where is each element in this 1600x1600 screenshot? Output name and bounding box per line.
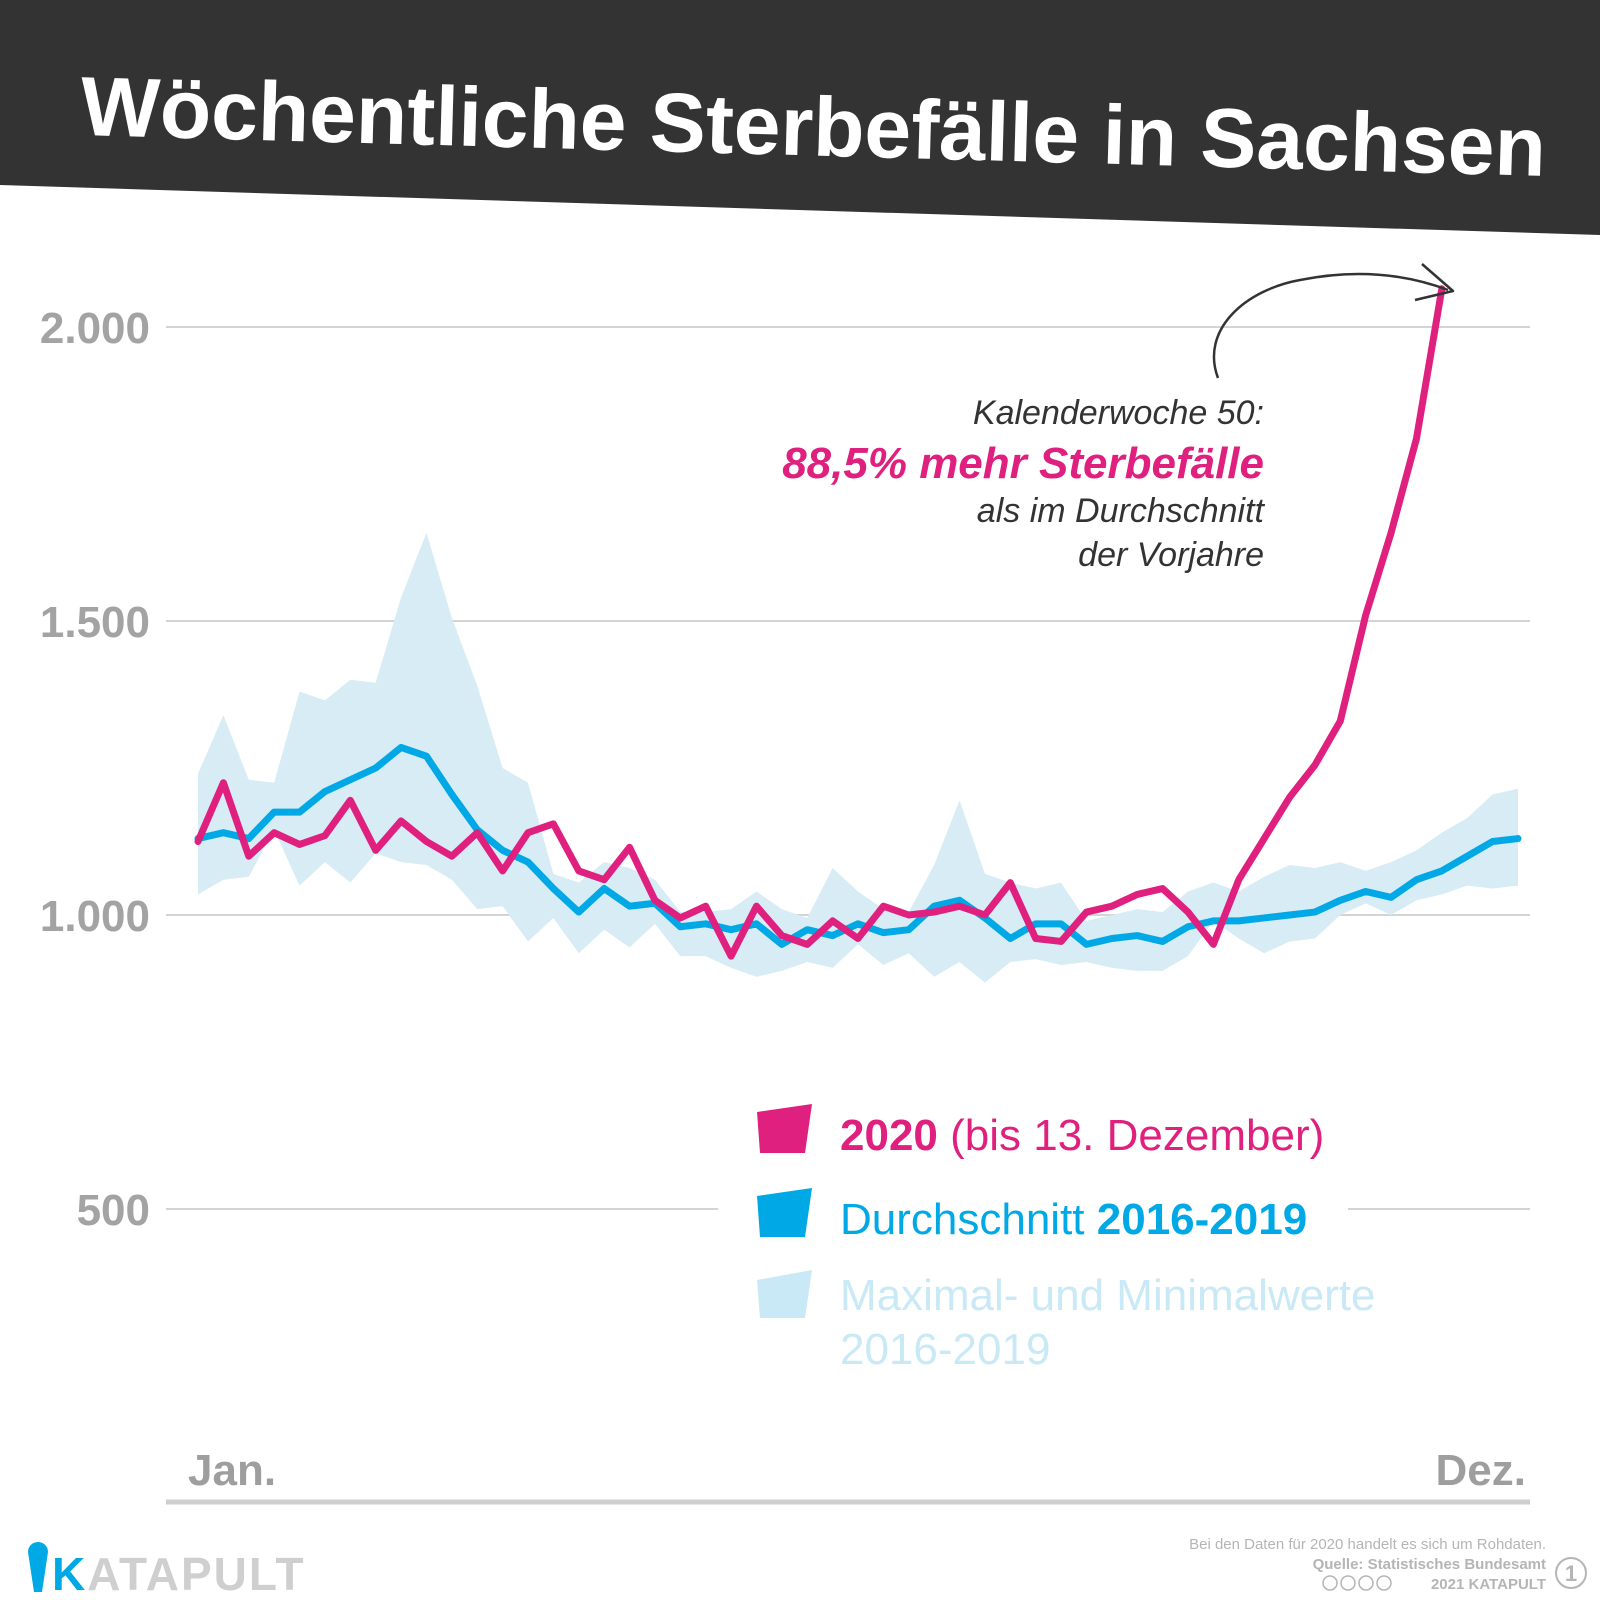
legend: 2020 (bis 13. Dezember) Durchschnitt 201… (718, 1090, 1375, 1380)
annotation-line-4: der Vorjahre (1078, 536, 1264, 574)
annotation-arrow-head-icon (1414, 263, 1455, 302)
legend-label-average-bold: 2016-2019 (1097, 1195, 1307, 1244)
legend-label-2020-bold: 2020 (840, 1111, 938, 1160)
legend-label-average-rest: Durchschnitt (840, 1195, 1097, 1244)
y-axis-ticks: 500 1.000 1.500 2.000 (40, 304, 150, 1235)
x-tick-dez: Dez. (1436, 1446, 1526, 1495)
legend-label-average: Durchschnitt 2016-2019 (840, 1195, 1307, 1244)
logo-letter-k: K (52, 1548, 87, 1600)
footer-source-label: Quelle: (1313, 1556, 1364, 1573)
footer-note: Bei den Daten für 2020 handelt es sich u… (1189, 1536, 1546, 1553)
max-min-band (198, 532, 1518, 983)
badge-number: 1 (1565, 1561, 1577, 1586)
legend-swatch-2020 (757, 1104, 812, 1153)
legend-label-band-line1: Maximal- und Minimalwerte (840, 1271, 1375, 1320)
legend-swatch-average (757, 1188, 812, 1237)
legend-label-2020: 2020 (bis 13. Dezember) (840, 1111, 1324, 1160)
annotation-line-2: 88,5% mehr Sterbefälle (782, 439, 1264, 488)
title-banner (0, 0, 1600, 235)
logo-rest: ATAPULT (87, 1548, 305, 1600)
annotation-line-3: als im Durchschnitt (977, 492, 1266, 530)
y-tick-label-1500: 1.500 (40, 598, 150, 647)
cc-license-icons (1322, 1575, 1392, 1591)
legend-label-band-line2: 2016-2019 (840, 1325, 1050, 1374)
logo-text: KATAPULT (52, 1548, 306, 1600)
legend-bg (718, 1090, 1348, 1380)
x-tick-jan: Jan. (188, 1446, 276, 1495)
legend-label-2020-rest: (bis 13. Dezember) (938, 1111, 1324, 1160)
footer-source-name: Statistisches Bundesamt (1368, 1556, 1546, 1573)
by-icon (1340, 1575, 1356, 1591)
footer-copyright: 2021 KATAPULT (1431, 1576, 1546, 1593)
legend-swatch-band (757, 1270, 812, 1318)
badge-circle-icon (1555, 1557, 1587, 1589)
nd-icon (1376, 1575, 1392, 1591)
nc-icon (1358, 1575, 1374, 1591)
y-tick-label-1000: 1.000 (40, 892, 150, 941)
annotation-arrow (1212, 272, 1449, 379)
annotation-line-1: Kalenderwoche 50: (973, 394, 1264, 432)
series-line-2020 (194, 285, 1446, 960)
cc-icon (1322, 1575, 1338, 1591)
y-tick-label-500: 500 (77, 1186, 150, 1235)
series-line-average (194, 743, 1522, 948)
y-tick-label-2000: 2.000 (40, 304, 150, 353)
logo-figure-icon (28, 1542, 48, 1592)
footer-source: Quelle: Statistisches Bundesamt (1313, 1556, 1546, 1573)
katapult-logo: KATAPULT (28, 1542, 306, 1600)
